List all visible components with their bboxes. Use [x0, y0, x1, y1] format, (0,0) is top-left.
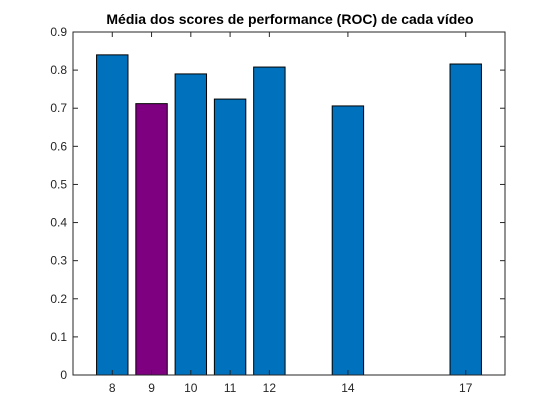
y-tick-label: 0.2: [50, 292, 67, 306]
y-axis: 0 0.1 0.2 0.3 0.4 0.5 0.6 0.7 0.8 0.9: [50, 25, 505, 382]
bar-8: [96, 54, 129, 376]
y-tick-label: 0.1: [50, 330, 67, 344]
x-tick-label: 9: [148, 381, 155, 395]
chart-title: Média dos scores de performance (ROC) de…: [106, 11, 473, 27]
x-tick-label: 14: [341, 381, 355, 395]
y-tick-label: 0.3: [50, 254, 67, 268]
bar-17: [449, 63, 482, 376]
x-tick-label: 10: [184, 381, 198, 395]
bar-12: [253, 66, 286, 376]
bar-10: [174, 73, 208, 376]
y-tick-label: 0.5: [50, 177, 67, 191]
y-tick-label: 0.6: [50, 139, 67, 153]
bar-11: [213, 98, 247, 376]
y-tick-label: 0: [60, 368, 67, 382]
x-tick-label: 12: [263, 381, 277, 395]
plot-frame: [72, 31, 506, 376]
bar-9: [135, 103, 168, 376]
x-tick-label: 8: [109, 381, 116, 395]
bar-14: [331, 105, 365, 376]
y-tick-label: 0.8: [50, 63, 67, 77]
x-axis: 8 9 10 11 12 14 17: [109, 32, 473, 395]
y-tick-label: 0.9: [50, 25, 67, 39]
x-tick-label: 11: [224, 381, 237, 395]
bars-group: [96, 54, 482, 376]
x-tick-label: 17: [459, 381, 473, 395]
y-tick-label: 0.7: [50, 101, 67, 115]
y-tick-label: 0.4: [50, 216, 67, 230]
